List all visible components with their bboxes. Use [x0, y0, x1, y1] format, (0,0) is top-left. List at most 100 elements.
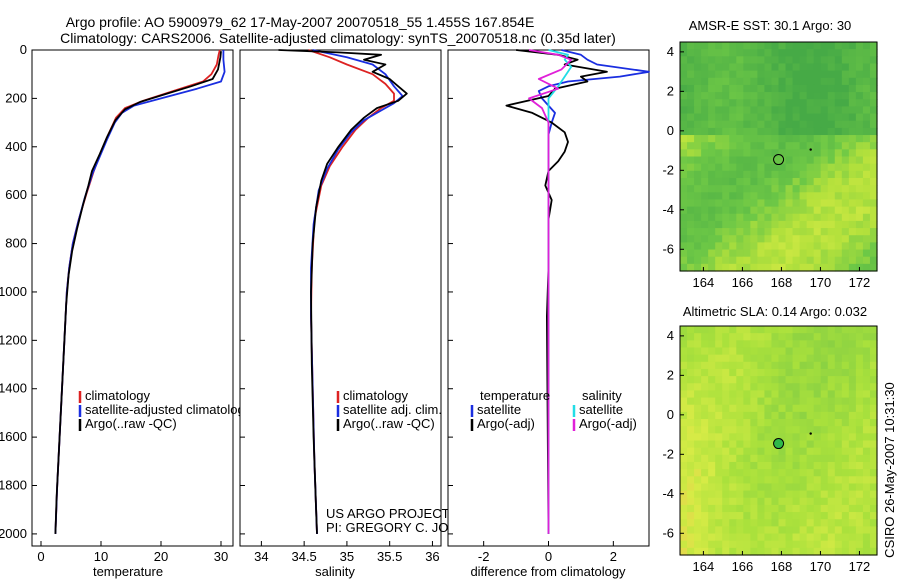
map-cell — [820, 411, 829, 420]
map-cell — [757, 135, 766, 143]
map-cell — [722, 70, 730, 79]
map-cell — [862, 220, 871, 229]
map-cell — [869, 56, 878, 65]
map-cell — [869, 404, 878, 413]
map-cell — [813, 84, 822, 93]
map-cell — [792, 106, 801, 115]
map-cell — [764, 263, 773, 272]
map-cell — [708, 235, 716, 243]
map-cell — [785, 376, 794, 384]
map-cell — [862, 263, 871, 272]
map-cell — [820, 333, 829, 341]
map-cell — [743, 42, 751, 50]
map-cell — [764, 376, 773, 384]
map-cell — [820, 192, 829, 201]
map-x-tick-label: 168 — [771, 559, 793, 574]
sst-map-panel: AMSR-E SST: 30.1 Argo: 30 164 166 168 170 17… — [662, 18, 878, 290]
map-cell — [750, 49, 758, 57]
map-cell — [834, 156, 843, 165]
map-cell — [680, 519, 688, 527]
map-cell — [841, 340, 850, 349]
map-cell — [799, 326, 808, 334]
map-cell — [764, 504, 773, 513]
map-cell — [729, 540, 737, 549]
map-cell — [729, 170, 737, 179]
x-tick-label: 0 — [37, 549, 44, 564]
map-cell — [715, 483, 723, 492]
map-cell — [806, 99, 815, 108]
map-cell — [715, 447, 723, 456]
map-cell — [813, 149, 822, 158]
map-cell — [841, 220, 850, 229]
map-cell — [848, 547, 857, 556]
map-cell — [806, 256, 815, 265]
map-cell — [757, 433, 766, 442]
x-tick-label: 0 — [545, 549, 552, 564]
map-cell — [729, 461, 737, 470]
map-cell — [715, 92, 723, 100]
map-cell — [722, 547, 730, 556]
map-cell — [701, 519, 709, 527]
map-cell — [848, 326, 857, 334]
map-cell — [785, 454, 794, 463]
map-cell — [715, 519, 723, 527]
map-cell — [750, 497, 758, 506]
map-cell — [813, 512, 822, 520]
map-y-tick-label: 4 — [667, 44, 674, 59]
map-cell — [869, 256, 878, 265]
map-cell — [813, 347, 822, 356]
map-cell — [855, 326, 864, 334]
map-cell — [736, 49, 744, 57]
map-cell — [694, 354, 702, 363]
map-cell — [806, 390, 815, 399]
map-cell — [799, 519, 808, 527]
side-timestamp: CSIRO 26-May-2007 10:31:30 — [882, 382, 897, 558]
map-cell — [792, 149, 801, 158]
map-cell — [687, 326, 695, 334]
map-cell — [771, 135, 780, 143]
map-cell — [806, 242, 815, 251]
map-cell — [771, 419, 780, 427]
map-cell — [729, 419, 737, 427]
map-cell — [764, 163, 773, 172]
map-cell — [862, 526, 871, 535]
map-cell — [694, 242, 702, 251]
map-cell — [813, 540, 822, 549]
map-cell — [848, 120, 857, 129]
map-cell — [750, 235, 758, 243]
map-cell — [855, 49, 864, 57]
map-cell — [694, 483, 702, 492]
map-cell — [701, 540, 709, 549]
map-cell — [764, 497, 773, 506]
map-cell — [680, 433, 688, 442]
map-cell — [806, 249, 815, 258]
map-cell — [848, 497, 857, 506]
map-cell — [743, 490, 751, 499]
map-cell — [757, 113, 766, 122]
map-cell — [743, 411, 751, 420]
map-cell — [841, 199, 850, 208]
map-cell — [827, 411, 836, 420]
map-cell — [694, 127, 702, 136]
map-cell — [764, 440, 773, 449]
map-cell — [855, 404, 864, 413]
map-cell — [869, 368, 878, 377]
map-cell — [715, 390, 723, 399]
map-cell — [834, 127, 843, 136]
map-cell — [680, 469, 688, 477]
map-cell — [757, 249, 766, 258]
map-cell — [862, 469, 871, 477]
map-cell — [680, 228, 688, 236]
map-cell — [820, 483, 829, 492]
map-cell — [701, 63, 709, 72]
map-cell — [750, 149, 758, 158]
map-cell — [771, 347, 780, 356]
map-cell — [855, 242, 864, 251]
map-cell — [771, 426, 780, 434]
map-cell — [834, 235, 843, 243]
map-cell — [820, 120, 829, 129]
map-cell — [680, 220, 688, 229]
map-cell — [750, 361, 758, 370]
map-cell — [820, 127, 829, 136]
